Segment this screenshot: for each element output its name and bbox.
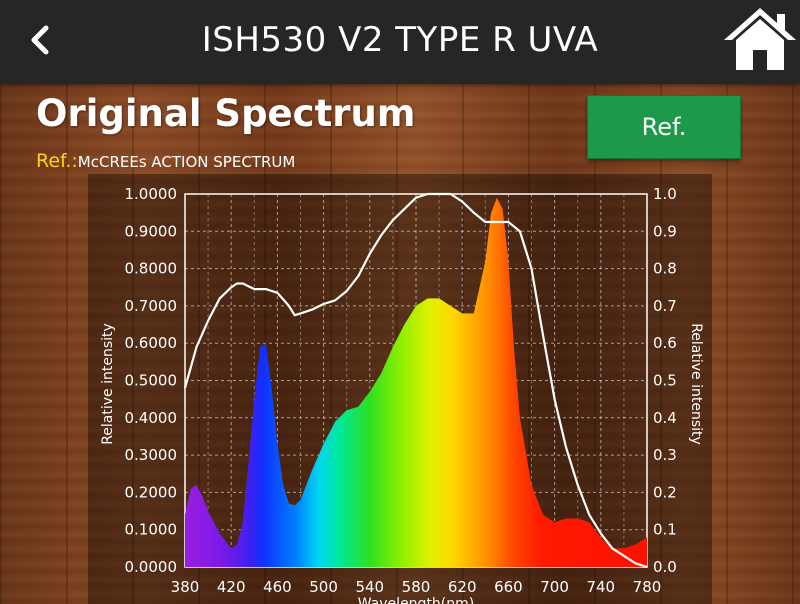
x-tick-label: 420 <box>217 578 246 596</box>
x-tick-label: 740 <box>586 578 615 596</box>
y-tick-label-left: 0.9000 <box>125 222 178 240</box>
y-tick-label-left: 0.5000 <box>125 372 178 390</box>
y-tick-label-left: 0.6000 <box>125 334 178 352</box>
y-tick-label-left: 1.0000 <box>125 185 178 203</box>
x-tick-label: 780 <box>633 578 662 596</box>
spectrum-chart-panel: 0.0000 0.1000 0.2000 0.3000 0.4000 0.5000 0.60… <box>88 174 712 604</box>
y-axis-label-left: Relative intensity <box>100 323 116 445</box>
spectrum-heading: Original Spectrum <box>36 92 416 135</box>
ref-key-label: Ref.: <box>36 150 78 172</box>
ref-button[interactable]: Ref. <box>587 95 741 159</box>
x-tick-label: 700 <box>540 578 569 596</box>
y-tick-label-left: 0.2000 <box>125 483 178 501</box>
home-button[interactable] <box>722 4 798 74</box>
y-tick-label-right: 0.4 <box>653 409 677 427</box>
x-tick-label: 500 <box>309 578 338 596</box>
x-tick-label: 540 <box>355 578 384 596</box>
x-axis-label: Wavelength(nm) <box>358 596 474 604</box>
reference-spectrum-line <box>183 192 648 569</box>
x-tick-label: 660 <box>494 578 523 596</box>
x-tick-label: 580 <box>402 578 431 596</box>
y-tick-label-left: 0.4000 <box>125 409 178 427</box>
y-tick-label-right: 0.7 <box>653 297 677 315</box>
y-tick-label-right: 0.9 <box>653 222 677 240</box>
y-axis-label-right: Relative intensity <box>688 323 704 445</box>
home-icon <box>724 8 796 70</box>
y-tick-label-right: 0.8 <box>653 260 677 278</box>
y-tick-label-left: 0.1000 <box>125 521 178 539</box>
x-tick-label: 620 <box>448 578 477 596</box>
back-button[interactable] <box>22 20 62 60</box>
ref-name-label: McCREEs ACTION SPECTRUM <box>77 153 296 171</box>
y-tick-label-left: 0.7000 <box>125 297 178 315</box>
y-tick-label-right: 0.2 <box>653 483 677 501</box>
y-tick-label-right: 0.1 <box>653 521 677 539</box>
x-tick-label: 380 <box>171 578 200 596</box>
y-tick-label-left: 0.3000 <box>125 446 178 464</box>
spectrum-area <box>185 197 647 567</box>
app-header: ISH530 V2 TYPE R UVA <box>0 0 800 84</box>
spectrum-chart: 0.00000.10000.20000.30000.40000.50000.60… <box>100 185 704 604</box>
y-tick-label-right: 0.0 <box>653 558 677 576</box>
y-tick-label-left: 0.0000 <box>125 558 178 576</box>
x-tick-label: 460 <box>263 578 292 596</box>
y-tick-label-right: 0.3 <box>653 446 677 464</box>
y-tick-label-left: 0.8000 <box>125 260 178 278</box>
chevron-left-icon <box>31 25 49 55</box>
page-title: ISH530 V2 TYPE R UVA <box>201 20 599 60</box>
y-tick-label-right: 0.6 <box>653 334 677 352</box>
y-tick-label-right: 1.0 <box>653 185 677 203</box>
y-tick-label-right: 0.5 <box>653 372 677 390</box>
reference-caption: Ref.:McCREEs ACTION SPECTRUM <box>36 150 295 172</box>
